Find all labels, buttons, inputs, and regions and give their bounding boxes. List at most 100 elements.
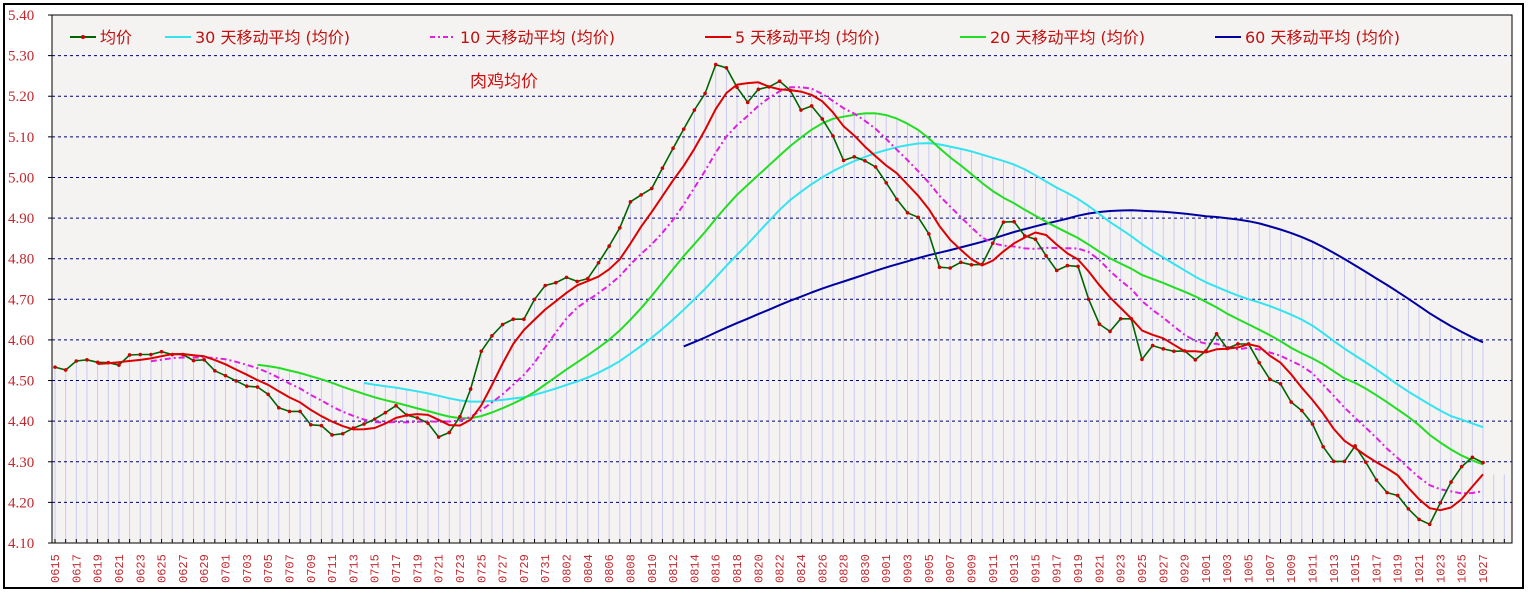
price-point [724, 66, 729, 70]
price-point [372, 417, 377, 421]
x-tick-label: 0719 [411, 554, 425, 583]
price-point [234, 379, 238, 383]
price-point [948, 266, 952, 270]
x-tick-label: 1011 [1306, 554, 1320, 583]
price-point [532, 297, 537, 302]
x-tick-label: 0721 [433, 554, 447, 583]
y-tick-label: 4.30 [8, 455, 34, 471]
price-point [245, 384, 249, 389]
price-point [937, 265, 942, 270]
price-point [383, 410, 388, 415]
y-tick-label: 4.90 [8, 211, 34, 227]
y-tick-label: 4.10 [8, 536, 34, 552]
x-tick-label: 0709 [305, 554, 319, 583]
price-point [1033, 237, 1038, 241]
price-point [117, 363, 121, 367]
price-point [927, 232, 931, 236]
x-tick-label: 1003 [1221, 554, 1235, 583]
price-point [1172, 349, 1176, 354]
series-line-ma20 [257, 112, 1484, 466]
x-tick-label: 0727 [497, 554, 511, 583]
x-tick-label: 0806 [603, 554, 617, 583]
price-point [1150, 343, 1155, 348]
x-tick-label: 0814 [688, 554, 702, 583]
x-tick-label: 1013 [1328, 554, 1342, 583]
x-tick-label: 1021 [1413, 554, 1427, 583]
price-point [1086, 297, 1091, 302]
price-point [1449, 480, 1453, 484]
price-point [85, 358, 89, 362]
price-point [330, 433, 334, 437]
price-point [1363, 460, 1368, 464]
x-tick-label: 0921 [1093, 554, 1107, 583]
price-point [1310, 422, 1315, 426]
price-point [1236, 342, 1240, 346]
price-point [649, 186, 654, 191]
y-tick-label: 4.80 [8, 252, 34, 268]
price-point [1321, 444, 1325, 449]
x-tick-label: 0802 [561, 554, 575, 583]
x-tick-label: 0925 [1136, 554, 1150, 583]
x-tick-label: 1007 [1264, 554, 1278, 583]
price-point [1332, 459, 1336, 464]
price-point [191, 358, 196, 363]
x-tick-label: 0820 [752, 554, 766, 583]
chart-title: 肉鸡均价 [470, 72, 538, 92]
x-tick-label: 1023 [1434, 554, 1448, 583]
x-tick-label: 0717 [390, 554, 404, 583]
price-point [394, 403, 398, 408]
price-point [618, 226, 622, 230]
price-point [660, 166, 665, 170]
price-point [1427, 522, 1432, 527]
x-tick-label: 0703 [241, 554, 255, 583]
price-point [319, 423, 324, 428]
price-point [1161, 347, 1166, 351]
legend: 均价 30 天移动平均 (均价) 10 天移动平均 (均价) 5 天移动平均 (均价)… [70, 28, 1400, 47]
x-tick-label: 1015 [1349, 554, 1363, 583]
price-point [1470, 455, 1475, 460]
price-point [149, 352, 153, 357]
legend-label: 10 天移动平均 (均价) [460, 28, 615, 47]
x-tick-label: 0707 [283, 554, 297, 583]
x-tick-label: 0729 [518, 554, 532, 583]
legend-label: 均价 [100, 28, 132, 47]
y-tick-label: 5.00 [8, 170, 34, 186]
x-tick-label: 0919 [1072, 554, 1086, 583]
x-tick-label: 0701 [220, 554, 234, 583]
x-tick-label: 0927 [1157, 554, 1171, 583]
x-tick-label: 1019 [1392, 554, 1406, 583]
x-tick-label: 0828 [838, 554, 852, 583]
price-point [223, 373, 228, 378]
y-tick-label: 4.60 [8, 333, 34, 349]
price-point [745, 100, 750, 105]
price-point [127, 353, 132, 357]
x-tick-label: 1025 [1456, 554, 1470, 583]
x-tick-label: 0915 [1029, 554, 1043, 583]
x-tick-label: 1017 [1370, 554, 1384, 583]
x-tick-label: 0705 [262, 554, 276, 583]
price-point [543, 283, 548, 288]
price-point [447, 430, 452, 435]
price-point [63, 368, 68, 372]
legend-label: 20 天移动平均 (均价) [990, 28, 1145, 47]
price-point [53, 365, 57, 369]
price-point [586, 276, 590, 281]
price-point [905, 210, 910, 215]
price-point [436, 435, 441, 439]
price-point [511, 317, 516, 322]
y-tick-label: 5.40 [8, 8, 34, 24]
price-point [703, 91, 707, 96]
price-point [468, 387, 473, 391]
price-point [1054, 268, 1059, 273]
price-point [159, 349, 164, 354]
price-point [1108, 329, 1112, 334]
price-point [564, 275, 569, 280]
price-point [138, 352, 143, 357]
price-point [1257, 360, 1262, 365]
price-point [628, 200, 633, 204]
price-point [255, 385, 260, 389]
price-point [713, 62, 718, 67]
price-point [873, 165, 878, 169]
day-bars [54, 64, 1505, 543]
